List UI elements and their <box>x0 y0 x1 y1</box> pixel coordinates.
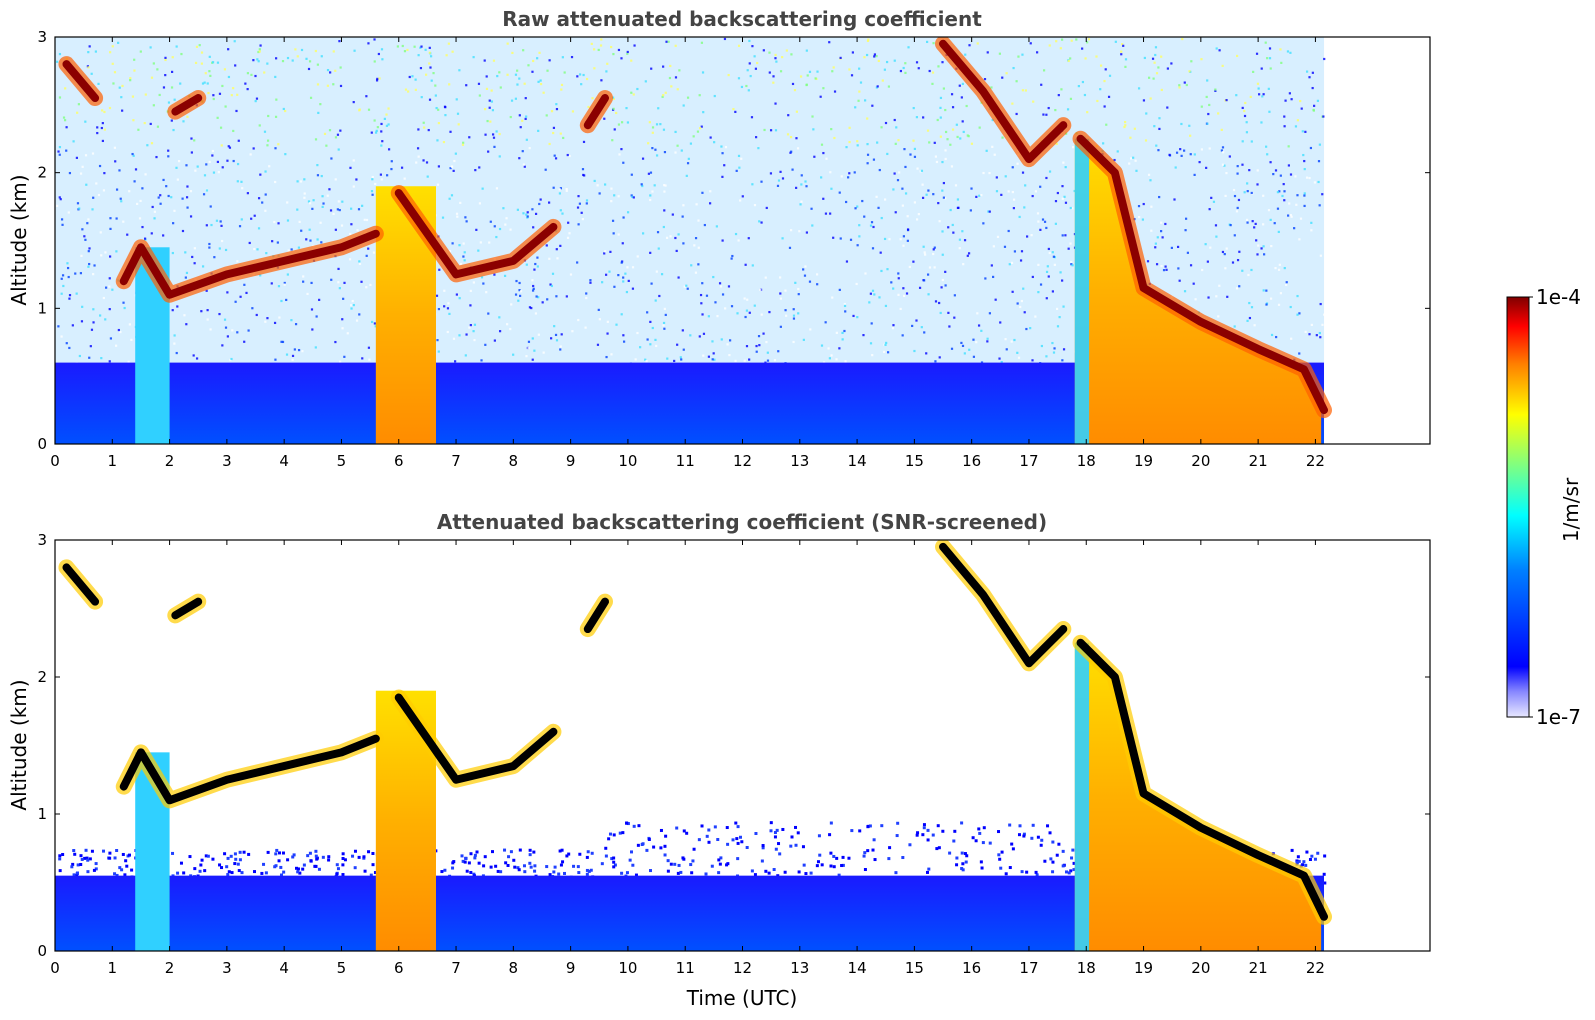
x-tick-label: 20 <box>1191 959 1210 977</box>
heatmap-area <box>55 37 1333 444</box>
cloud-core <box>394 693 558 784</box>
x-tick-label: 16 <box>962 452 981 470</box>
x-tick-label: 4 <box>279 452 289 470</box>
panel-raw: Raw attenuated backscattering coefficien… <box>7 7 1431 470</box>
x-tick-label: 10 <box>618 959 637 977</box>
cloud-core <box>1076 134 1329 415</box>
colorbar: 1e-4 1e-7 1/m/sr <box>1506 285 1583 729</box>
x-tick-label: 6 <box>394 452 404 470</box>
rain-shaft <box>1074 138 1322 444</box>
x-tick-label: 9 <box>566 959 576 977</box>
x-tick-label: 13 <box>790 959 809 977</box>
x-tick-label: 14 <box>848 452 867 470</box>
cloud-core <box>583 94 609 130</box>
x-tick-label: 13 <box>790 452 809 470</box>
x-tick-label: 3 <box>222 452 232 470</box>
y-axis: 0 1 2 3 <box>37 531 1430 960</box>
x-tick-label: 5 <box>337 959 347 977</box>
cloud-core <box>62 60 100 103</box>
rain-shaft <box>1074 642 1322 951</box>
cloud-core <box>939 542 1068 668</box>
x-tick-label: 15 <box>905 452 924 470</box>
colorbar-min-label: 1e-7 <box>1536 705 1581 729</box>
x-tick-label: 20 <box>1191 452 1210 470</box>
cloud-core <box>1076 638 1329 921</box>
y-tick-label: 2 <box>37 164 47 182</box>
x-tick-label: 2 <box>165 452 175 470</box>
panel-title: Raw attenuated backscattering coefficien… <box>502 7 982 31</box>
x-tick-label: 16 <box>962 959 981 977</box>
panel-screened: Attenuated backscattering coefficient (S… <box>7 510 1431 1010</box>
x-tick-label: 4 <box>279 959 289 977</box>
x-tick-label: 21 <box>1249 959 1268 977</box>
rain-edge <box>1074 642 1090 951</box>
y-tick-label: 0 <box>37 942 47 960</box>
x-tick-label: 3 <box>222 959 232 977</box>
x-tick-label: 19 <box>1134 452 1153 470</box>
x-tick-label: 11 <box>676 452 695 470</box>
y-tick-label: 2 <box>37 668 47 686</box>
x-tick-label: 0 <box>50 452 60 470</box>
x-tick-label: 12 <box>733 452 752 470</box>
x-tick-label: 21 <box>1249 452 1268 470</box>
x-tick-label: 22 <box>1306 959 1325 977</box>
x-tick-label: 1 <box>108 452 118 470</box>
x-tick-label: 1 <box>108 959 118 977</box>
cloud-core <box>62 563 100 606</box>
x-tick-label: 18 <box>1077 959 1096 977</box>
cloud-core <box>171 94 203 116</box>
x-axis: 0 1 2 3 4 5 6 7 8 9 10 11 12 13 14 15 16 17 18 19 20 21 22 <box>50 540 1325 977</box>
y-tick-label: 1 <box>37 805 47 823</box>
x-tick-label: 19 <box>1134 959 1153 977</box>
x-tick-label: 5 <box>337 452 347 470</box>
x-tick-label: 11 <box>676 959 695 977</box>
y-tick-label: 0 <box>37 435 47 453</box>
y-tick-label: 3 <box>37 28 47 46</box>
x-tick-label: 12 <box>733 959 752 977</box>
x-tick-label: 15 <box>905 959 924 977</box>
x-tick-label: 0 <box>50 959 60 977</box>
cloud-core <box>119 734 380 805</box>
x-tick-label: 7 <box>451 452 461 470</box>
x-tick-label: 17 <box>1019 959 1038 977</box>
cloud-core <box>939 39 1068 164</box>
heatmap-area <box>55 540 1333 951</box>
y-axis-label: Altitude (km) <box>7 174 31 305</box>
y-axis-label: Altitude (km) <box>7 679 31 810</box>
y-axis: 0 1 2 3 <box>37 28 1430 453</box>
y-tick-label: 1 <box>37 299 47 317</box>
x-tick-label: 7 <box>451 959 461 977</box>
x-tick-label: 9 <box>566 452 576 470</box>
x-tick-label: 6 <box>394 959 404 977</box>
x-tick-label: 22 <box>1306 452 1325 470</box>
x-tick-label: 8 <box>509 452 519 470</box>
x-tick-label: 10 <box>618 452 637 470</box>
x-tick-label: 14 <box>848 959 867 977</box>
x-tick-label: 18 <box>1077 452 1096 470</box>
colorbar-unit-label: 1/m/sr <box>1559 477 1583 542</box>
colorbar-max-label: 1e-4 <box>1536 285 1581 309</box>
x-axis: 0 1 2 3 4 5 6 7 8 9 10 11 12 13 14 15 16 17 18 19 20 21 22 <box>50 37 1325 470</box>
colorbar-gradient <box>1506 296 1530 718</box>
x-tick-label: 17 <box>1019 452 1038 470</box>
y-tick-label: 3 <box>37 531 47 549</box>
cloud-core <box>119 229 380 299</box>
panel-title: Attenuated backscattering coefficient (S… <box>437 510 1047 534</box>
x-tick-label: 8 <box>509 959 519 977</box>
cloud-core <box>583 597 609 634</box>
cloud-core <box>394 189 558 279</box>
rain-edge <box>1074 138 1090 444</box>
cloud-core <box>171 597 203 620</box>
x-axis-label: Time (UTC) <box>686 986 798 1010</box>
x-tick-label: 2 <box>165 959 175 977</box>
